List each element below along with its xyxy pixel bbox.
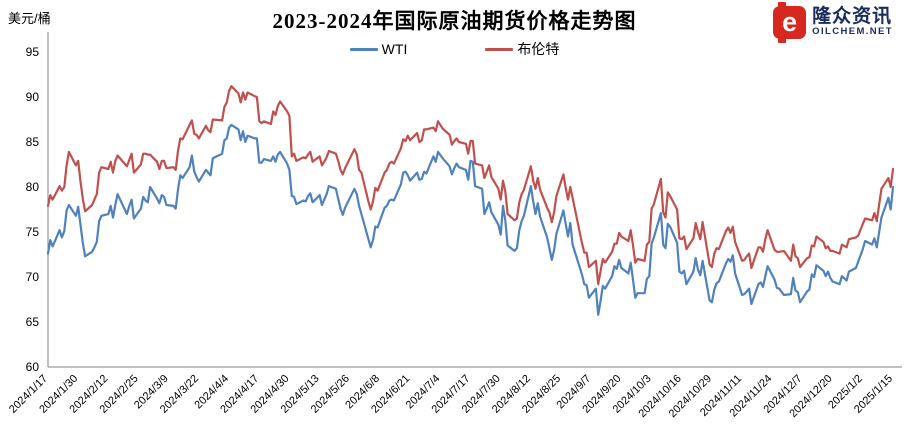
brent-line-swatch xyxy=(485,47,514,51)
y-tick-label: 80 xyxy=(26,180,40,194)
y-tick-label: 65 xyxy=(26,315,40,329)
y-tick-label: 70 xyxy=(26,270,40,284)
oilchem-logo-icon: e xyxy=(773,2,807,43)
logo-site-name: OILCHEM.NET xyxy=(812,26,893,38)
y-tick-label: 75 xyxy=(26,225,40,239)
series-line-brent xyxy=(46,85,895,286)
logo-company-name: 隆众资讯 xyxy=(812,6,893,28)
chart-legend: WTI 布伦特 xyxy=(0,41,909,57)
series-line-wti xyxy=(46,123,895,316)
logo-letter-e: e xyxy=(782,7,798,37)
legend-label-brent: 布伦特 xyxy=(517,41,560,57)
y-tick-label: 60 xyxy=(26,360,40,374)
legend-item-wti: WTI xyxy=(349,41,408,57)
wti-line-swatch xyxy=(349,47,378,51)
logo-icon-top-notch xyxy=(778,2,787,7)
logo-text-block: 隆众资讯 OILCHEM.NET xyxy=(812,7,893,37)
y-tick-label: 85 xyxy=(26,135,40,149)
y-tick-label: 95 xyxy=(26,45,40,59)
chart-title: 2023-2024年国际原油期货价格走势图 xyxy=(272,9,637,33)
logo-icon-bottom-notch xyxy=(778,38,787,43)
legend-item-brent: 布伦特 xyxy=(485,39,559,59)
oilchem-logo: e 隆众资讯 OILCHEM.NET xyxy=(773,2,893,43)
y-tick-label: 90 xyxy=(26,90,40,104)
y-axis-unit-label: 美元/桶 xyxy=(8,11,51,26)
legend-label-wti: WTI xyxy=(381,41,408,57)
